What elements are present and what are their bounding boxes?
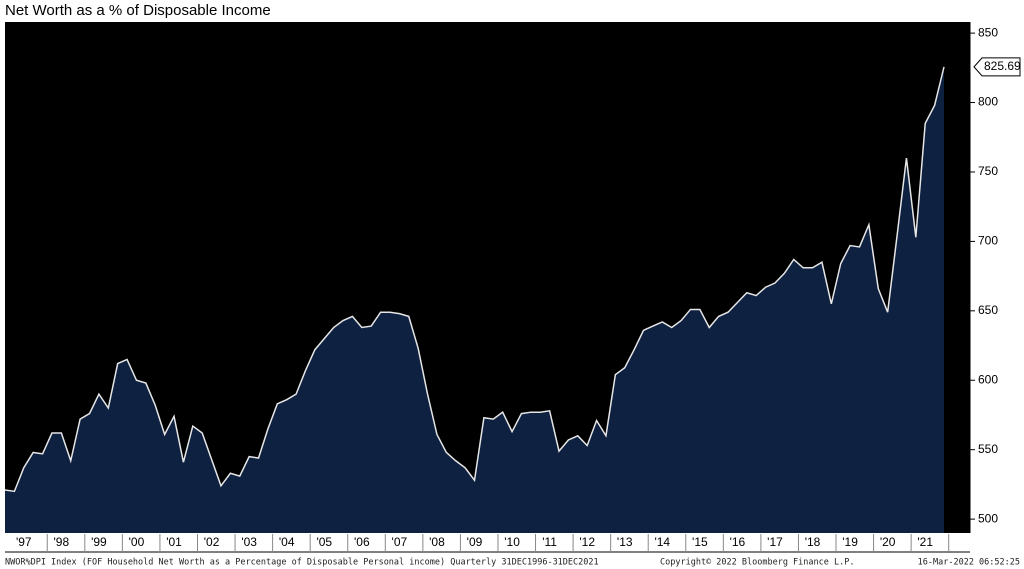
area: [5, 66, 944, 534]
x-tick-label: '17: [767, 535, 783, 549]
x-tick-label: '11: [542, 535, 557, 549]
x-tick-label: '13: [617, 535, 633, 549]
x-tick-label: '04: [279, 535, 295, 549]
x-tick-label: '98: [54, 535, 70, 549]
x-tick-label: '00: [129, 535, 145, 549]
line: [4, 66, 945, 493]
last-value-flag: [973, 57, 1021, 77]
x-tick-label: '05: [316, 535, 332, 549]
x-tick-label: '10: [504, 535, 520, 549]
x-tick-label: '97: [16, 535, 32, 549]
x-tick-label: '12: [579, 535, 595, 549]
x-tick-label: '07: [392, 535, 408, 549]
footnote-copyright: Copyright© 2022 Bloomberg Finance L.P.: [660, 558, 854, 568]
chart-title: Net Worth as a % of Disposable Income: [5, 2, 271, 19]
x-tick-label: '03: [241, 535, 257, 549]
y-tick-label: 550: [978, 442, 998, 456]
y-tick-label: 800: [978, 95, 998, 109]
footnote-date: 16-Mar-2022 06:52:25: [918, 558, 1020, 568]
y-tick-label: 850: [978, 25, 998, 39]
x-tick-label: '14: [654, 535, 670, 549]
x-tick-label: '20: [880, 535, 896, 549]
x-tick-label: '19: [842, 535, 858, 549]
last-value-label: 825.69: [984, 59, 1021, 73]
x-tick-label: '99: [91, 535, 107, 549]
x-tick-label: '02: [204, 535, 220, 549]
footnote-source: NWOR%DPI Index (FOF Household Net Worth …: [5, 558, 599, 568]
x-tick-label: '01: [166, 535, 182, 549]
x-tick-label: '09: [467, 535, 483, 549]
x-tick-label: '21: [917, 535, 933, 549]
x-tick-label: '08: [429, 535, 445, 549]
y-tick-label: 700: [978, 234, 998, 248]
x-tick-label: '18: [805, 535, 821, 549]
y-tick-label: 600: [978, 372, 998, 386]
x-tick-label: '15: [692, 535, 708, 549]
y-tick-label: 750: [978, 164, 998, 178]
y-tick-label: 650: [978, 303, 998, 317]
x-tick-label: '16: [730, 535, 746, 549]
y-tick-label: 500: [978, 511, 998, 525]
x-tick-label: '06: [354, 535, 370, 549]
